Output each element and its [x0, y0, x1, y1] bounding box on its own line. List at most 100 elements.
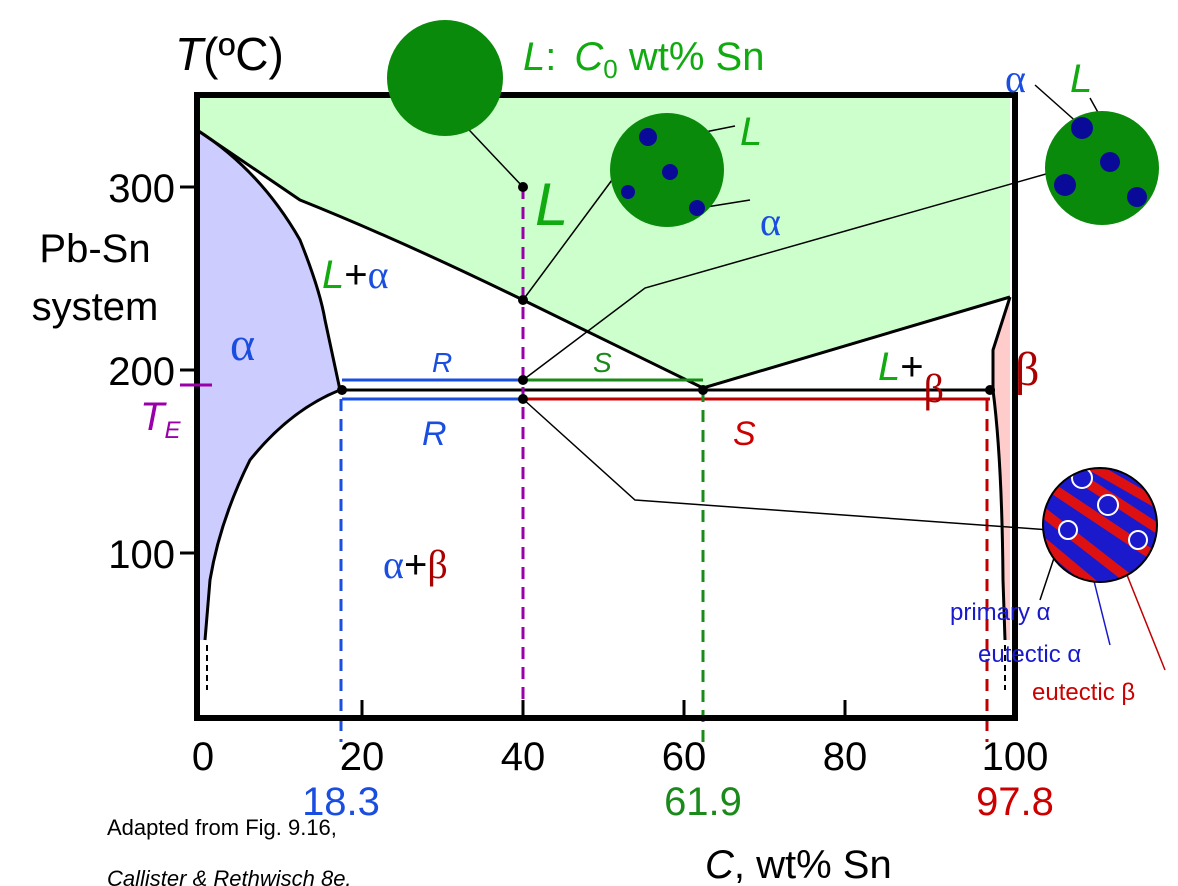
plus: +	[404, 543, 427, 587]
symbol: C	[574, 35, 604, 79]
y-title: T(ºC)	[175, 28, 284, 80]
alpha-grains	[1054, 117, 1147, 207]
leader-lines	[454, 84, 1166, 671]
phase: L	[523, 35, 545, 79]
region-label: L+β	[878, 345, 944, 411]
region-label: L	[535, 171, 568, 238]
symbol: T	[175, 28, 206, 80]
leader	[522, 398, 1051, 531]
region-label: α	[230, 318, 255, 371]
lever-label: S	[733, 415, 756, 453]
micro-label: primary α	[950, 599, 1051, 626]
solvus-extension	[206, 645, 1006, 690]
leader	[522, 179, 613, 301]
second: β	[427, 542, 447, 587]
symbol: C	[705, 843, 735, 886]
symbol: T	[140, 395, 167, 439]
x-tick-label: 60	[662, 735, 707, 779]
grain	[1097, 494, 1119, 516]
x-tick-label: 20	[340, 735, 385, 779]
region-label: α+β	[383, 542, 448, 587]
lever-label: R	[422, 415, 447, 453]
grain	[1071, 117, 1093, 139]
y-tick-label: 300	[108, 167, 175, 211]
grain	[1054, 174, 1076, 196]
point	[518, 182, 528, 192]
leader	[1124, 569, 1166, 671]
micro-label: L	[740, 110, 762, 154]
regions	[197, 95, 1010, 640]
unit: (ºC)	[203, 28, 284, 80]
micro-label: α	[760, 199, 781, 244]
system-label: Pb-Sn	[39, 227, 150, 271]
grain	[689, 200, 705, 216]
solid: α	[368, 252, 389, 297]
unit: , wt% Sn	[734, 843, 892, 886]
plus: +	[344, 253, 367, 297]
lever-label: R	[432, 347, 452, 378]
lamella	[1087, 468, 1157, 510]
micro-eutectic	[1043, 468, 1157, 582]
micro-outline	[1042, 467, 1158, 583]
grain	[1058, 520, 1078, 540]
subscript: E	[164, 417, 181, 444]
unit: wt% Sn	[618, 35, 765, 79]
region-label: L+α	[322, 252, 389, 297]
phase: L	[322, 253, 344, 297]
x-title: C, wt% Sn	[705, 843, 892, 886]
alpha-region	[197, 130, 340, 640]
caption: Callister & Rethwisch 8e.	[107, 866, 352, 886]
points	[337, 182, 995, 404]
beta-region	[993, 297, 1010, 640]
micro-label: α	[1005, 56, 1026, 101]
caption: Adapted from Fig. 9.16,	[107, 815, 337, 840]
composition-title: L: C0 wt% Sn	[523, 35, 764, 84]
microstructures	[387, 20, 1159, 583]
x-tick-label: 0	[192, 735, 214, 779]
first: α	[383, 542, 404, 587]
composition-label: 97.8	[976, 780, 1054, 824]
liquidus	[196, 128, 1011, 390]
phase: L	[878, 345, 900, 389]
primary-alpha	[1058, 468, 1148, 550]
colon: :	[545, 35, 556, 79]
leader	[1034, 84, 1081, 126]
grain	[1128, 530, 1148, 550]
y-tick-label: 200	[108, 350, 175, 394]
micro-label: eutectic α	[978, 641, 1081, 668]
micro-label: eutectic β	[1032, 679, 1135, 706]
solid: β	[924, 366, 944, 411]
te-label: TE	[140, 395, 181, 444]
composition-lines	[339, 187, 989, 742]
point	[518, 375, 528, 385]
composition-label: 18.3	[302, 780, 380, 824]
x-tick-label: 40	[501, 735, 546, 779]
point	[337, 385, 347, 395]
point	[518, 394, 528, 404]
grain	[1100, 152, 1120, 172]
grain	[621, 185, 635, 199]
system-label: system	[32, 285, 159, 329]
point	[518, 295, 528, 305]
leader	[522, 169, 1061, 381]
point	[985, 385, 995, 395]
grain	[662, 164, 678, 180]
labels: T(ºC) 300 200 100 TE Pb-Sn system 0 20 4…	[32, 28, 1136, 886]
alpha-grains	[621, 128, 705, 216]
composition-label: 61.9	[664, 780, 742, 824]
micro-liquid	[387, 20, 503, 136]
grain	[1127, 187, 1147, 207]
lever-label: S	[593, 347, 612, 378]
ticks	[180, 185, 847, 718]
x-tick-label: 100	[982, 735, 1049, 779]
x-tick-label: 80	[823, 735, 868, 779]
grain	[639, 128, 657, 146]
y-tick-label: 100	[108, 533, 175, 577]
plus: +	[900, 345, 923, 389]
subscript: 0	[603, 54, 617, 84]
micro-label: L	[1070, 57, 1092, 101]
liquid-region	[197, 95, 1010, 388]
tie-lines	[342, 378, 990, 401]
